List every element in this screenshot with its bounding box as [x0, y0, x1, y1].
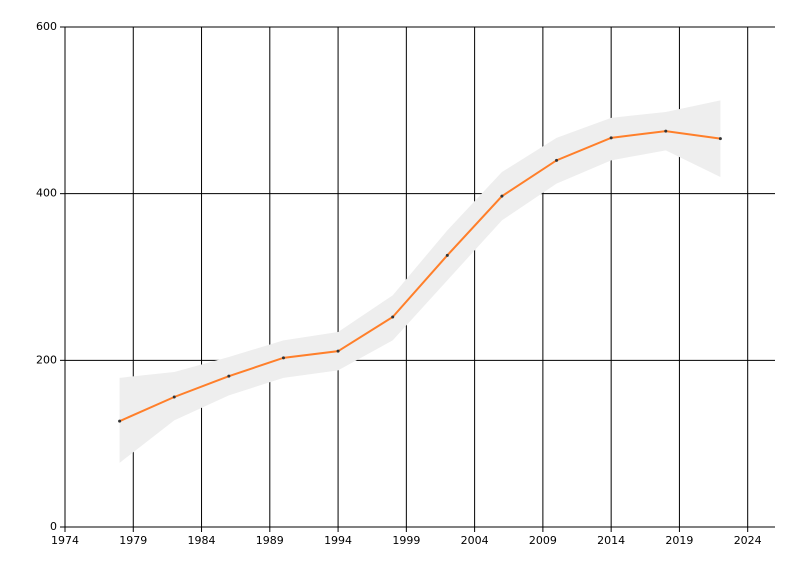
line — [119, 130, 721, 423]
y-tick-label: 0 — [50, 520, 57, 533]
point — [172, 395, 176, 399]
point — [281, 356, 285, 360]
y-tick-label: 400 — [36, 187, 57, 200]
x-tick-label: 1994 — [324, 534, 352, 547]
x-tick-label: 1974 — [51, 534, 79, 547]
x-tick-label: 1979 — [119, 534, 147, 547]
x-tick-label: 2019 — [665, 534, 693, 547]
point — [500, 194, 504, 198]
point — [118, 419, 122, 423]
point — [227, 374, 231, 378]
confidence-band — [119, 100, 721, 463]
point — [718, 137, 722, 141]
point — [336, 349, 340, 353]
x-tick-label: 2009 — [529, 534, 557, 547]
x-tick-label: 1984 — [188, 534, 216, 547]
point — [445, 253, 449, 257]
x-tick-label: 2024 — [734, 534, 762, 547]
point — [609, 136, 613, 140]
y-tick-label: 600 — [36, 20, 57, 33]
x-tick-label: 1989 — [256, 534, 284, 547]
y-tick-label: 200 — [36, 353, 57, 366]
point — [391, 315, 395, 319]
x-tick-label: 1999 — [392, 534, 420, 547]
point — [555, 158, 559, 162]
point — [664, 129, 668, 133]
x-tick-label: 2014 — [597, 534, 625, 547]
x-tick-label: 2004 — [461, 534, 489, 547]
